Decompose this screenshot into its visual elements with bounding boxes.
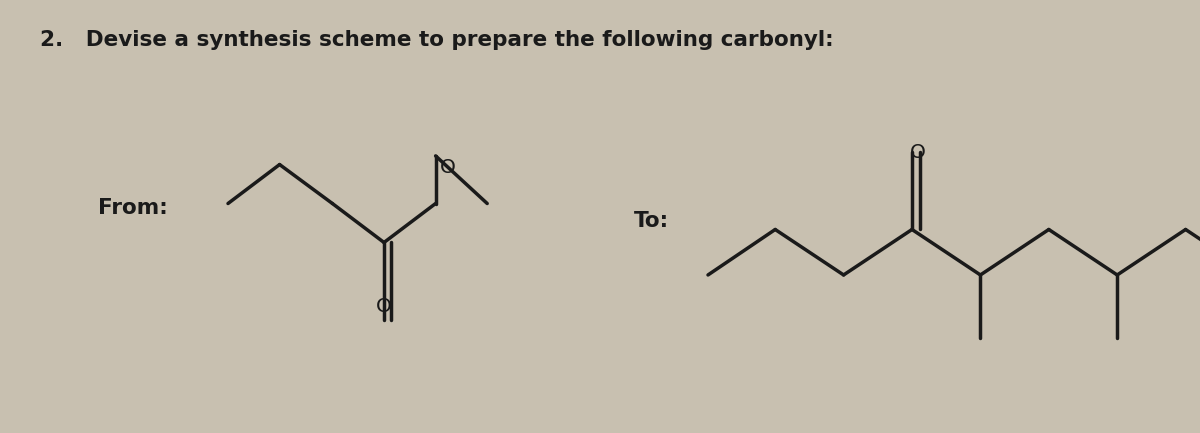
Text: O: O	[439, 158, 456, 177]
Text: To:: To:	[634, 211, 668, 231]
Text: O: O	[910, 143, 926, 162]
Text: From:: From:	[98, 198, 168, 218]
Text: 2.   Devise a synthesis scheme to prepare the following carbonyl:: 2. Devise a synthesis scheme to prepare …	[40, 30, 833, 50]
Text: O: O	[376, 297, 392, 316]
